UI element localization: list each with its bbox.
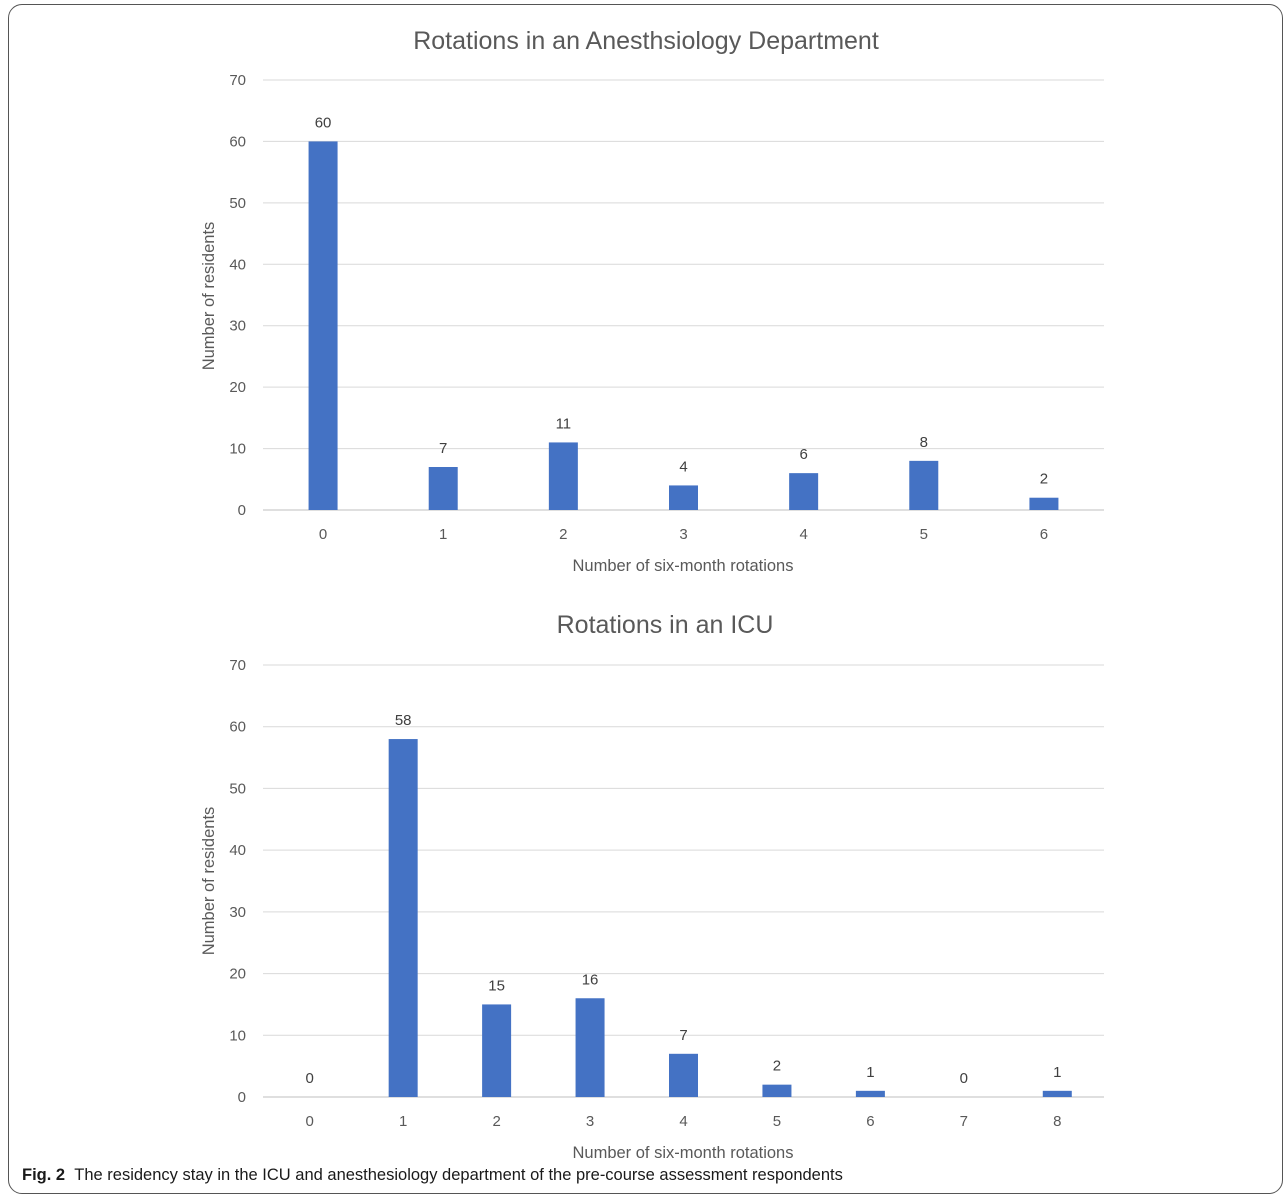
data-label: 4 — [679, 458, 687, 475]
data-label: 7 — [439, 440, 447, 457]
x-tick-label: 2 — [559, 526, 567, 543]
y-axis-label: Number of residents — [200, 807, 218, 956]
x-tick-label: 7 — [960, 1113, 968, 1130]
y-tick-label: 0 — [238, 502, 246, 519]
y-tick-label: 60 — [229, 719, 246, 736]
chart-title: Rotations in an Anesthsiology Department — [413, 27, 879, 55]
figure-frame — [8, 4, 1283, 1194]
y-tick-label: 10 — [229, 441, 246, 458]
bar — [548, 442, 578, 510]
bar — [388, 739, 418, 1097]
x-axis-label: Number of six-month rotations — [572, 557, 793, 575]
bar — [855, 1090, 885, 1097]
y-tick-label: 60 — [229, 133, 246, 150]
bar — [308, 141, 338, 510]
bar — [669, 485, 698, 510]
data-label: 2 — [773, 1058, 781, 1075]
caption-text: The residency stay in the ICU and anesth… — [74, 1166, 843, 1184]
bar — [482, 1004, 512, 1097]
y-tick-label: 30 — [229, 904, 246, 921]
x-axis-label: Number of six-month rotations — [572, 1144, 793, 1162]
y-tick-label: 70 — [229, 657, 246, 674]
bar — [789, 473, 819, 510]
bar — [428, 467, 458, 510]
y-tick-label: 30 — [229, 318, 246, 335]
y-axis-label: Number of residents — [200, 222, 218, 371]
y-tick-label: 20 — [229, 379, 246, 396]
data-label: 15 — [488, 977, 505, 994]
chart-title: Rotations in an ICU — [557, 611, 774, 639]
y-tick-label: 70 — [229, 72, 246, 89]
data-label: 8 — [920, 434, 928, 451]
bar — [575, 998, 605, 1097]
x-tick-label: 3 — [679, 526, 687, 543]
data-label: 1 — [1053, 1064, 1061, 1081]
x-tick-label: 2 — [492, 1113, 500, 1130]
chart-anesthesiology: Rotations in an Anesthsiology Department… — [200, 27, 1104, 575]
x-tick-label: 5 — [773, 1113, 781, 1130]
y-tick-label: 0 — [238, 1089, 246, 1106]
caption-label: Fig. 2 — [22, 1166, 66, 1184]
y-tick-label: 20 — [229, 966, 246, 983]
bar — [669, 1053, 698, 1097]
data-label: 60 — [315, 114, 332, 131]
data-label: 1 — [866, 1064, 874, 1081]
x-tick-label: 6 — [1040, 526, 1048, 543]
data-label: 11 — [556, 415, 572, 432]
data-label: 0 — [960, 1070, 968, 1087]
data-label: 0 — [306, 1070, 314, 1087]
y-tick-label: 40 — [229, 256, 246, 273]
x-tick-label: 4 — [799, 526, 807, 543]
data-label: 16 — [582, 971, 599, 988]
figure-caption: Fig. 2 The residency stay in the ICU and… — [22, 1166, 843, 1185]
y-tick-label: 10 — [229, 1027, 246, 1044]
y-tick-label: 50 — [229, 780, 246, 797]
x-tick-label: 4 — [679, 1113, 687, 1130]
bar — [1042, 1090, 1072, 1097]
x-tick-label: 6 — [866, 1113, 874, 1130]
x-tick-label: 1 — [439, 526, 447, 543]
y-tick-label: 50 — [229, 195, 246, 212]
x-tick-label: 8 — [1053, 1113, 1061, 1130]
data-label: 7 — [679, 1027, 687, 1044]
data-label: 58 — [395, 712, 412, 729]
x-tick-label: 0 — [319, 526, 327, 543]
data-label: 2 — [1040, 471, 1048, 488]
x-tick-label: 3 — [586, 1113, 594, 1130]
x-tick-label: 1 — [399, 1113, 407, 1130]
bar — [762, 1084, 792, 1097]
bar — [1029, 497, 1059, 510]
data-label: 6 — [799, 446, 807, 463]
bar — [909, 460, 939, 510]
x-tick-label: 0 — [306, 1113, 314, 1130]
y-tick-label: 40 — [229, 842, 246, 859]
x-tick-label: 5 — [920, 526, 928, 543]
